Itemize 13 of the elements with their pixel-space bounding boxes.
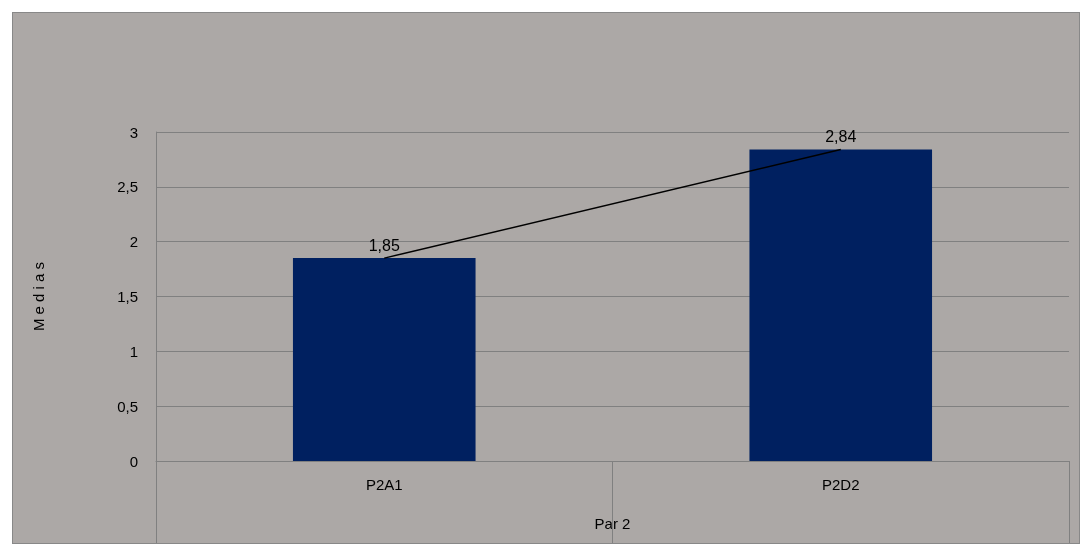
x-tick-label: P2D2 — [821, 476, 860, 493]
data-label: 2,84 — [825, 128, 857, 146]
x-axis-title: Par 2 — [594, 515, 631, 532]
y-tick-label: 1,5 — [117, 288, 138, 305]
y-tick-label: 3 — [129, 123, 138, 141]
y-axis-title: M e d i a s — [30, 261, 47, 332]
y-tick-label: 0 — [129, 452, 138, 470]
y-tick-label: 0,5 — [117, 397, 138, 415]
y-tick-label: 1 — [129, 342, 138, 360]
y-tick-label: 2,5 — [117, 178, 138, 196]
data-label: 1,85 — [368, 236, 400, 254]
x-tick-label: P2A1 — [365, 476, 403, 493]
y-tick-label: 2 — [129, 233, 138, 251]
